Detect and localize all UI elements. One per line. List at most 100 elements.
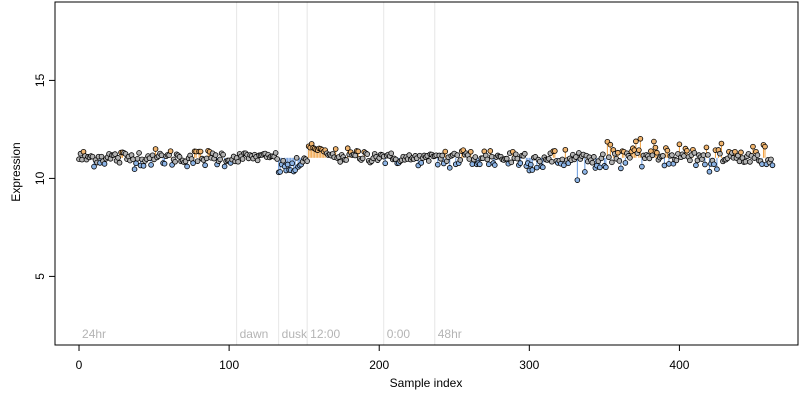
data-point <box>355 148 362 155</box>
marker-label-12:00: 12:00 <box>310 327 340 341</box>
data-point <box>239 156 246 162</box>
data-point <box>304 158 310 164</box>
data-point <box>769 162 776 169</box>
x-tick-label: 300 <box>519 358 539 372</box>
data-point <box>702 161 708 168</box>
data-point <box>664 147 671 154</box>
data-point <box>332 146 339 152</box>
data-point <box>131 166 138 172</box>
data-point <box>529 167 536 173</box>
data-point <box>754 152 761 158</box>
data-point <box>161 160 168 167</box>
data-point <box>549 158 555 165</box>
data-point <box>603 164 609 171</box>
data-point <box>98 153 105 160</box>
data-point <box>235 158 241 165</box>
data-point <box>115 155 121 161</box>
data-point <box>681 153 687 159</box>
data-point <box>344 145 351 152</box>
data-point <box>717 150 723 157</box>
data-point <box>633 138 639 145</box>
data-point <box>738 149 744 156</box>
marker-label-dusk: dusk <box>282 327 308 341</box>
data-point <box>673 157 680 164</box>
data-point <box>540 164 546 171</box>
data-point <box>607 141 614 148</box>
marker-label-24hr: 24hr <box>82 327 106 341</box>
data-point <box>528 161 534 168</box>
data-point <box>467 148 474 155</box>
data-point <box>615 149 621 156</box>
x-tick-label: 200 <box>369 358 389 372</box>
data-point <box>91 163 97 170</box>
data-point <box>622 160 629 166</box>
data-point <box>472 154 479 160</box>
data-point <box>684 147 690 154</box>
data-point <box>768 156 774 163</box>
data-point <box>457 157 464 163</box>
data-point <box>425 158 432 164</box>
data-point <box>254 157 261 164</box>
data-point <box>488 153 495 160</box>
data-point <box>116 159 123 166</box>
data-point <box>589 159 596 166</box>
y-tick-label: 10 <box>33 171 47 185</box>
y-axis: 5 10 15 <box>33 73 56 280</box>
data-point <box>136 150 142 156</box>
data-point <box>184 163 190 170</box>
data-point <box>573 154 579 160</box>
data-point <box>359 155 366 162</box>
data-point <box>534 164 540 171</box>
data-point <box>636 147 642 153</box>
data-point <box>101 161 108 167</box>
data-point <box>700 152 707 158</box>
x-axis-title: Sample index <box>390 376 463 390</box>
data-point <box>337 159 343 165</box>
data-point <box>197 148 204 155</box>
data-point <box>654 149 660 156</box>
data-point <box>574 177 581 183</box>
data-point <box>582 169 588 175</box>
data-point <box>669 152 675 158</box>
data-point <box>514 155 521 162</box>
data-point <box>439 152 446 159</box>
data-point <box>600 151 606 158</box>
y-axis-title: Expression <box>9 142 23 201</box>
data-point <box>711 161 717 168</box>
data-point <box>491 162 498 168</box>
data-point <box>172 158 178 165</box>
data-point <box>221 163 228 170</box>
data-point <box>484 156 491 163</box>
data-point <box>202 162 208 169</box>
data-point <box>705 152 711 158</box>
data-point <box>561 162 567 169</box>
data-point <box>706 168 713 175</box>
data-point <box>747 159 753 165</box>
data-point <box>167 148 174 154</box>
data-point <box>466 156 473 162</box>
data-point <box>382 160 389 167</box>
data-point <box>522 150 528 157</box>
data-point <box>289 160 295 167</box>
data-point <box>676 141 683 148</box>
data-point <box>627 155 633 161</box>
plot-frame <box>54 1 799 346</box>
data-point <box>762 143 768 150</box>
data-point <box>485 161 492 168</box>
x-tick-label: 0 <box>76 358 83 372</box>
data-point <box>687 157 693 164</box>
data-point <box>454 152 461 158</box>
data-point <box>148 162 154 168</box>
data-point <box>742 158 749 165</box>
data-point <box>293 155 300 161</box>
data-point <box>203 155 210 162</box>
data-point <box>618 165 624 172</box>
data-point <box>418 160 425 166</box>
data-point <box>476 161 483 168</box>
data-point <box>272 150 279 156</box>
data-point <box>732 148 738 155</box>
data-point <box>559 156 566 163</box>
data-point <box>652 144 659 151</box>
data-point <box>212 152 219 158</box>
